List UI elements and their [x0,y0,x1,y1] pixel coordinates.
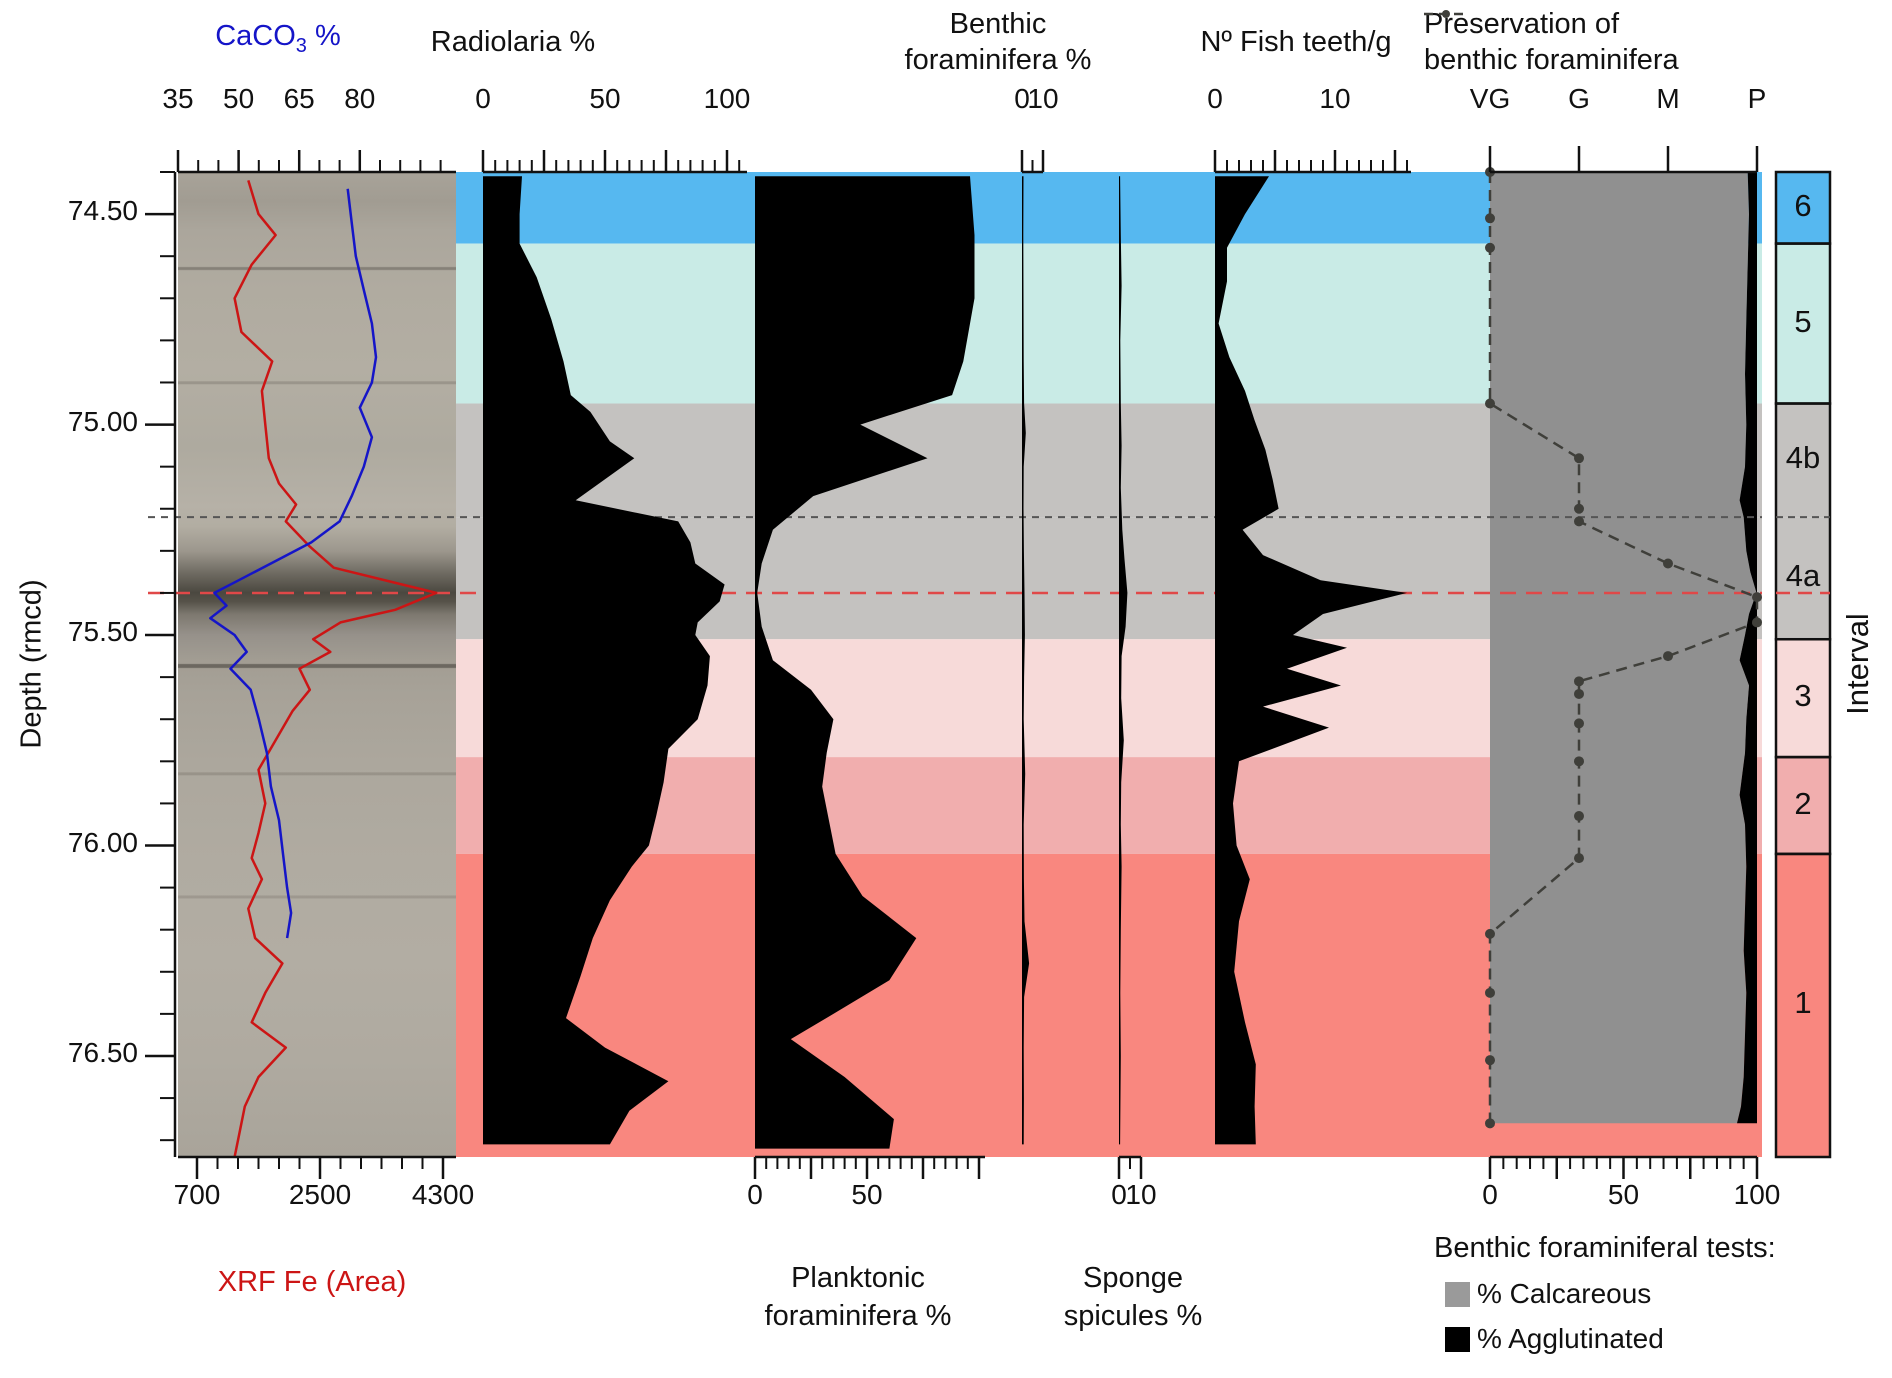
depth-tick-label: 76.00 [67,826,138,858]
legend-agglutinated: % Agglutinated [1445,1323,1664,1355]
tick-label: 10 [1125,1179,1157,1210]
tick-label: 10 [1027,83,1059,114]
core-photo [178,172,456,1157]
interval-zone-label: 4b [1785,440,1821,476]
sponge-title-line1: Sponge [1083,1262,1183,1294]
preservation-category-label: VG [1469,83,1511,114]
tick-label: 100 [703,83,751,114]
tick-label: 2500 [288,1179,352,1210]
tick-label: 80 [344,83,376,114]
preservation-title-line1: Preservation of [1424,8,1620,40]
fish-title: Nº Fish teeth/g [1200,26,1392,58]
caco3-title: CaCO3 % [215,20,341,57]
tick-label: 65 [283,83,315,114]
agglutinated-swatch [1445,1326,1470,1352]
planktonic-title-line1: Planktonic [791,1262,925,1294]
tick-label: 0 [747,1179,763,1210]
tick-label: 50 [851,1179,883,1210]
tick-label: 4300 [411,1179,475,1210]
tick-label: 100 [1733,1179,1781,1210]
xrf-title: XRF Fe (Area) [217,1266,407,1298]
radiolaria-title: Radiolaria % [430,26,596,58]
depth-axis-title: Depth (rmcd) [15,579,48,749]
calcareous-swatch [1445,1281,1470,1307]
sponge-title-line2: spicules % [1063,1300,1203,1332]
preservation-category-label: P [1747,83,1767,114]
tick-label: 0 [1111,1179,1127,1210]
tick-label: 0 [475,83,491,114]
tick-label: 10 [1319,83,1351,114]
interval-zone-label: 3 [1794,678,1812,714]
tick-label: 0 [1207,83,1223,114]
depth-tick-label: 74.50 [67,195,138,227]
planktonic-title-line2: foraminifera % [764,1300,952,1332]
tests-title: Benthic foraminiferal tests: [1434,1232,1776,1264]
tick-label: 0 [1014,83,1030,114]
benthic-title-line1: Benthic [949,8,1047,40]
preservation-legend-icon [1424,10,1468,18]
interval-zone-label: 4a [1785,558,1821,594]
depth-tick-label: 75.00 [67,405,138,437]
interval-zone-label: 1 [1794,985,1812,1021]
depth-tick-label: 76.50 [67,1036,138,1068]
benthic-title-line2: foraminifera % [904,44,1092,76]
preservation-category-label: G [1568,83,1590,114]
tick-label: 50 [589,83,621,114]
depth-tick-label: 75.50 [67,616,138,648]
interval-zone-label: 5 [1794,303,1812,339]
tick-label: 50 [1607,1179,1640,1210]
tick-label: 0 [1482,1179,1498,1210]
tick-label: 50 [223,83,255,114]
interval-zone-label: 2 [1794,785,1812,821]
tick-label: 35 [162,83,194,114]
interval-zone-label: 6 [1794,187,1812,223]
preservation-title-line2: benthic foraminifera [1424,44,1679,76]
legend-calcareous: % Calcareous [1445,1278,1651,1310]
preservation-category-label: M [1656,83,1680,114]
interval-axis-title: Interval [1840,613,1876,715]
tick-label: 700 [173,1179,221,1210]
